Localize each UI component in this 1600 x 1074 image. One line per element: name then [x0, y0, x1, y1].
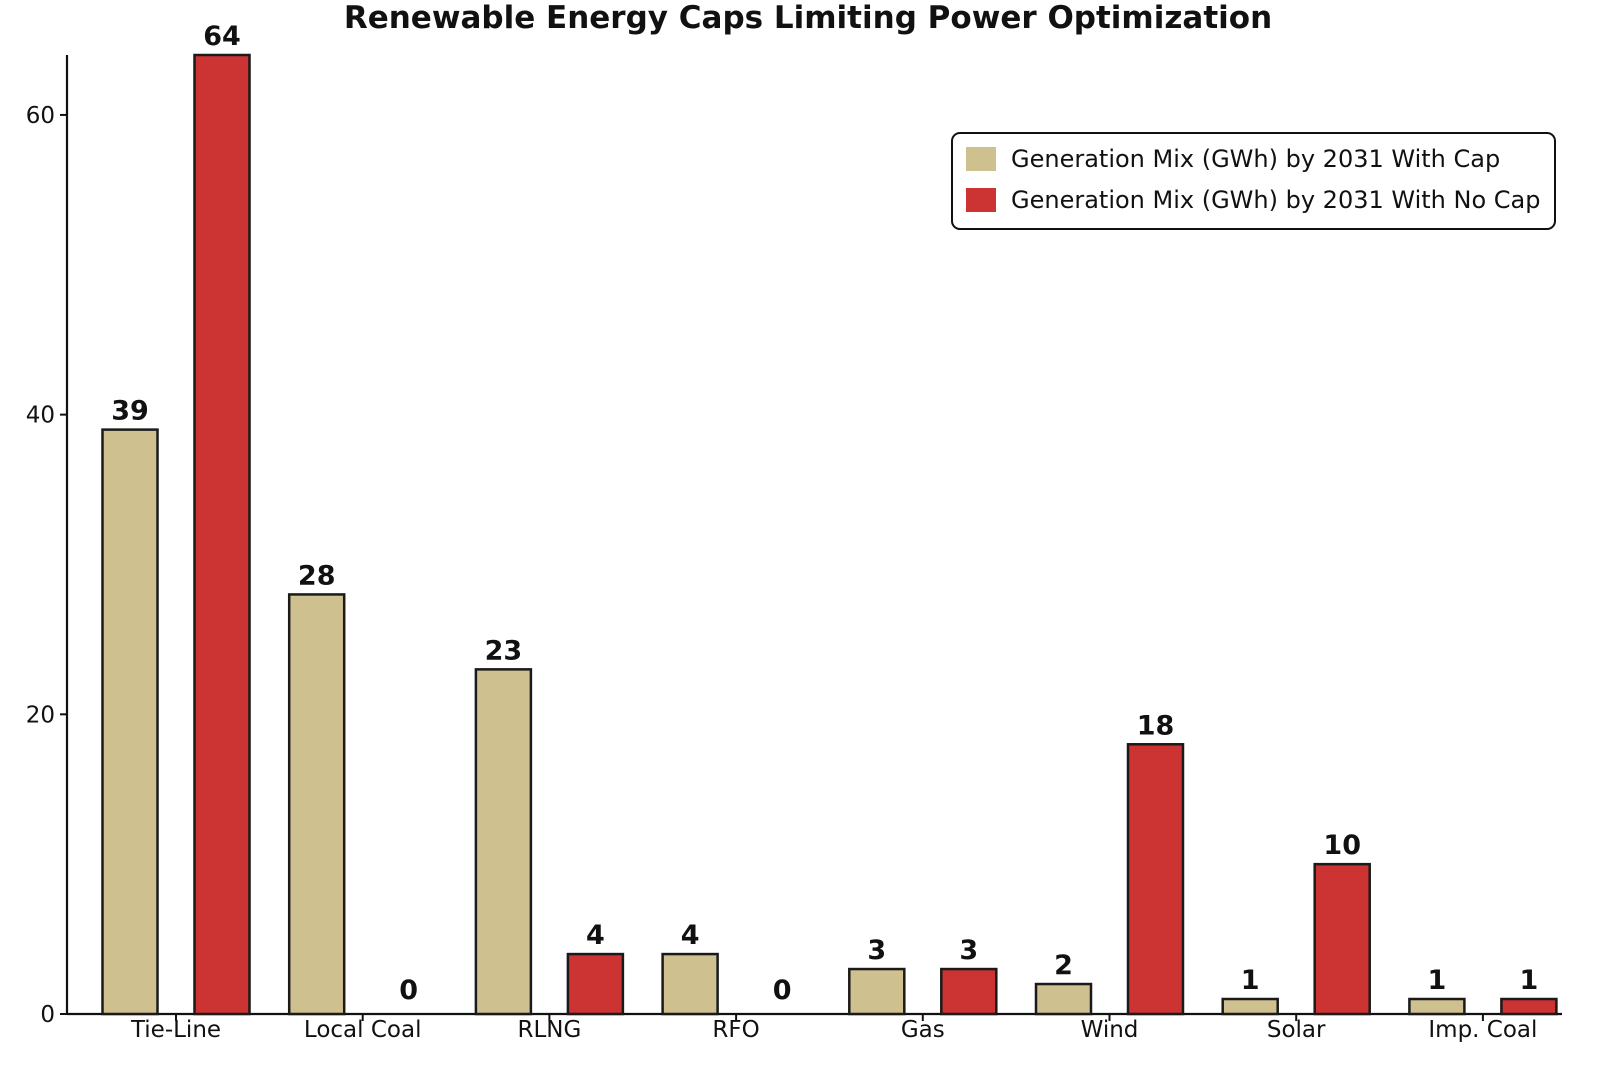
bar-with-cap	[1034, 982, 1093, 1016]
data-label: 2	[1054, 950, 1073, 981]
data-label: 3	[867, 935, 886, 966]
legend-entry: Generation Mix (GWh) by 2031 With Cap	[1011, 145, 1500, 173]
x-tick-label: RFO	[712, 1017, 759, 1043]
data-label: 0	[773, 975, 792, 1006]
data-label: 10	[1323, 830, 1361, 861]
data-label: 4	[681, 920, 700, 951]
legend-swatch	[966, 188, 996, 212]
y-tick-label: 20	[26, 702, 55, 728]
data-label: 1	[1428, 965, 1447, 996]
data-labels: 39 64 28 0 23 4 4 0 3 3 2 18 1 10 1 1	[111, 21, 1538, 1006]
bar-with-cap	[287, 593, 346, 1016]
bar-with-cap	[661, 952, 719, 1016]
legend-entry: Generation Mix (GWh) by 2031 With No Cap	[1011, 186, 1540, 214]
bar-with-cap	[474, 668, 533, 1016]
data-label: 64	[203, 21, 241, 52]
y-tick-label: 40	[26, 403, 55, 429]
bar-no-cap	[193, 53, 251, 1016]
data-label: 1	[1520, 965, 1539, 996]
legend: Generation Mix (GWh) by 2031 With Cap Gen…	[951, 132, 1556, 230]
bar-no-cap	[1313, 862, 1371, 1016]
x-tick-label: Solar	[1267, 1017, 1326, 1043]
bar-no-cap	[1126, 743, 1185, 1016]
bar-with-cap	[101, 428, 159, 1016]
x-tick-label: RLNG	[517, 1017, 581, 1043]
data-label: 39	[111, 396, 149, 427]
chart-title: Renewable Energy Caps Limiting Power Opt…	[344, 0, 1272, 36]
data-label: 4	[586, 920, 605, 951]
x-tick-label: Local Coal	[304, 1017, 422, 1043]
bar-no-cap	[940, 967, 998, 1016]
bar-no-cap	[566, 952, 625, 1016]
data-label: 1	[1241, 965, 1260, 996]
bar-with-cap	[1408, 997, 1466, 1016]
x-tick-label: Gas	[901, 1017, 945, 1043]
bar-with-cap	[1221, 997, 1279, 1016]
legend-swatch	[966, 147, 996, 171]
legend-box	[951, 132, 1556, 230]
bar-with-cap	[848, 967, 906, 1016]
data-label: 3	[959, 935, 978, 966]
x-tick-label: Imp. Coal	[1428, 1017, 1537, 1043]
data-label: 28	[298, 560, 336, 591]
bars	[101, 53, 1558, 1016]
data-label: 0	[399, 975, 418, 1006]
y-tick-label: 60	[26, 103, 55, 129]
data-label: 18	[1137, 710, 1175, 741]
bar-no-cap	[1500, 997, 1558, 1016]
data-label: 23	[485, 635, 523, 666]
y-tick-label: 0	[40, 1002, 55, 1028]
x-tick-label: Tie-Line	[130, 1017, 221, 1043]
x-tick-label: Wind	[1081, 1017, 1139, 1043]
